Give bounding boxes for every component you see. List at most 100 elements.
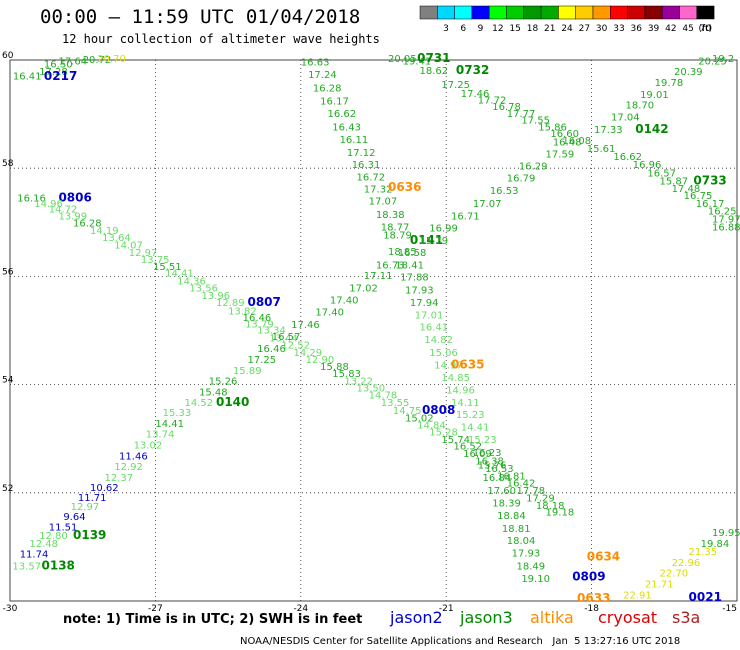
swh-value-label: 17.60	[487, 486, 516, 497]
swh-value-label: 20.25	[698, 56, 727, 67]
swh-value-label: 15.26	[209, 377, 238, 388]
swh-value-label: 16.23	[473, 448, 502, 459]
swh-value-label: 16.29	[519, 161, 548, 172]
swh-value-label: 16.48	[553, 137, 582, 148]
swh-value-label: 14.07	[114, 240, 143, 251]
legend-swatch	[506, 5, 525, 20]
color-legend: 3 6 9 12 15 18 21 24 27 30 33 36 39 42 45 70(ft)	[419, 5, 715, 34]
legend-swatch	[540, 5, 559, 20]
legend-tick-label: 36	[631, 24, 643, 34]
swh-value-label: 16.31	[352, 160, 381, 171]
pass-id-label: 0142	[635, 122, 668, 136]
swh-value-label: 16.28	[313, 83, 342, 94]
legend-tick-label: 18	[527, 24, 539, 34]
swh-value-label: 17.28	[39, 67, 68, 78]
swh-value-label: 12.90	[306, 355, 335, 366]
swh-value-label: 17.72	[478, 95, 507, 106]
swh-value-label: 11.74	[20, 550, 49, 561]
pass-id-label: 0634	[587, 549, 620, 563]
pass-id-label: 0808	[422, 403, 455, 417]
map-grid	[9, 59, 738, 602]
pass-id-label: 0021	[689, 590, 722, 604]
swh-value-label: 15.83	[332, 369, 361, 380]
swh-value-label: 17.77	[507, 109, 536, 120]
swh-value-label: 19.18	[546, 508, 575, 519]
swh-value-label: 17.25	[247, 355, 276, 366]
swh-value-label: 17.11	[364, 271, 393, 282]
swh-value-label: 17.46	[291, 320, 320, 331]
pass-id-label: 0731	[417, 51, 450, 65]
swh-value-label: 18.70	[626, 101, 655, 112]
swh-value-label: 16.46	[243, 313, 272, 324]
legend-tick-label: 39	[648, 24, 660, 34]
legend-tick-label: 45	[682, 24, 693, 34]
swh-value-label: 15.48	[199, 387, 228, 398]
legend-swatch	[592, 5, 611, 20]
swh-value-label: 22.96	[672, 558, 701, 569]
legend-swatch	[610, 5, 628, 20]
legend-altika: altika	[530, 608, 574, 627]
swh-value-label: 13.22	[344, 377, 373, 388]
legend-swatch	[419, 5, 438, 20]
swh-value-label: 20.72	[83, 55, 112, 66]
legend-swatch	[661, 5, 680, 20]
swh-value-label: 12.97	[71, 502, 100, 513]
lat-tick-label: 60	[2, 51, 14, 61]
pass-id-label: 0139	[73, 528, 106, 542]
swh-value-label: 12.37	[105, 473, 134, 484]
lon-tick-label: -27	[148, 604, 163, 614]
swh-value-label: 17.64	[58, 56, 87, 67]
credit-line: NOAA/NESDIS Center for Satellite Applica…	[240, 636, 681, 647]
swh-value-label: 19.10	[521, 574, 550, 585]
swh-value-label: 15.76	[478, 460, 507, 471]
legend-tick-label: 12	[492, 24, 503, 34]
swh-value-label: 16.42	[507, 478, 536, 489]
swh-value-label: 13.34	[257, 326, 286, 337]
swh-value-label: 16.79	[507, 174, 536, 185]
legend-tick-label: 15	[509, 24, 520, 34]
swh-value-label: 15.61	[587, 144, 616, 155]
swh-value-label: 18.04	[507, 536, 536, 547]
swh-value-label: 12.97	[129, 248, 158, 259]
swh-value-label: 16.50	[44, 60, 73, 71]
swh-value-label: 22.70	[659, 569, 688, 580]
swh-value-label: 14.19	[90, 226, 119, 237]
swh-value-label: 14.82	[424, 335, 453, 346]
lon-tick-label: -21	[439, 604, 454, 614]
swh-value-label: 14.75	[393, 406, 422, 417]
swh-value-label: 15.06	[429, 348, 458, 359]
swh-value-label: 17.01	[415, 311, 444, 322]
swh-value-label: 18.41	[395, 260, 424, 271]
legend-swatch	[523, 5, 542, 20]
swh-value-label: 16.84	[483, 473, 512, 484]
swh-value-label: 20.05	[388, 54, 417, 65]
swh-value-label: 16.73	[376, 260, 405, 271]
swh-value-label: 15.51	[153, 262, 182, 273]
swh-value-label: 19.78	[655, 78, 684, 89]
swh-value-label: 17.29	[526, 493, 555, 504]
swh-value-label: 13.99	[58, 212, 87, 223]
pass-id-label: 0138	[42, 559, 75, 573]
swh-value-label: 17.07	[473, 199, 502, 210]
swh-value-label: 16.28	[73, 219, 102, 230]
swh-value-label: 12.80	[39, 531, 68, 542]
swh-value-label: 22.91	[623, 590, 652, 601]
lat-tick-label: 56	[2, 267, 14, 277]
swh-value-label: 16.17	[320, 96, 349, 107]
swh-value-label: 16.52	[453, 442, 482, 453]
legend-tick-label: 30	[596, 24, 608, 34]
legend-swatch	[679, 5, 698, 20]
legend-swatch	[575, 5, 594, 20]
swh-value-label: 16.46	[257, 344, 286, 355]
legend-tick-label: 21	[544, 24, 555, 34]
legend-swatch	[471, 5, 490, 20]
swh-value-label: 13.57	[12, 562, 41, 573]
swh-value-label: 19.41	[403, 56, 432, 67]
swh-value-label: 14.78	[369, 391, 398, 402]
pass-id-label: 0809	[572, 569, 605, 583]
legend-swatch	[627, 5, 646, 20]
swh-value-label: 14.41	[165, 268, 194, 279]
swh-value-label: 18.77	[381, 222, 410, 233]
swh-value-label: 17.25	[441, 80, 470, 91]
swh-value-label: 17.40	[330, 295, 359, 306]
